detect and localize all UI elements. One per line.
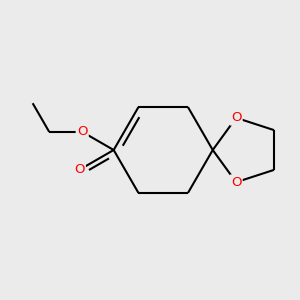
- Text: O: O: [74, 163, 85, 176]
- Text: O: O: [231, 176, 242, 189]
- Text: O: O: [77, 125, 88, 138]
- Text: O: O: [231, 111, 242, 124]
